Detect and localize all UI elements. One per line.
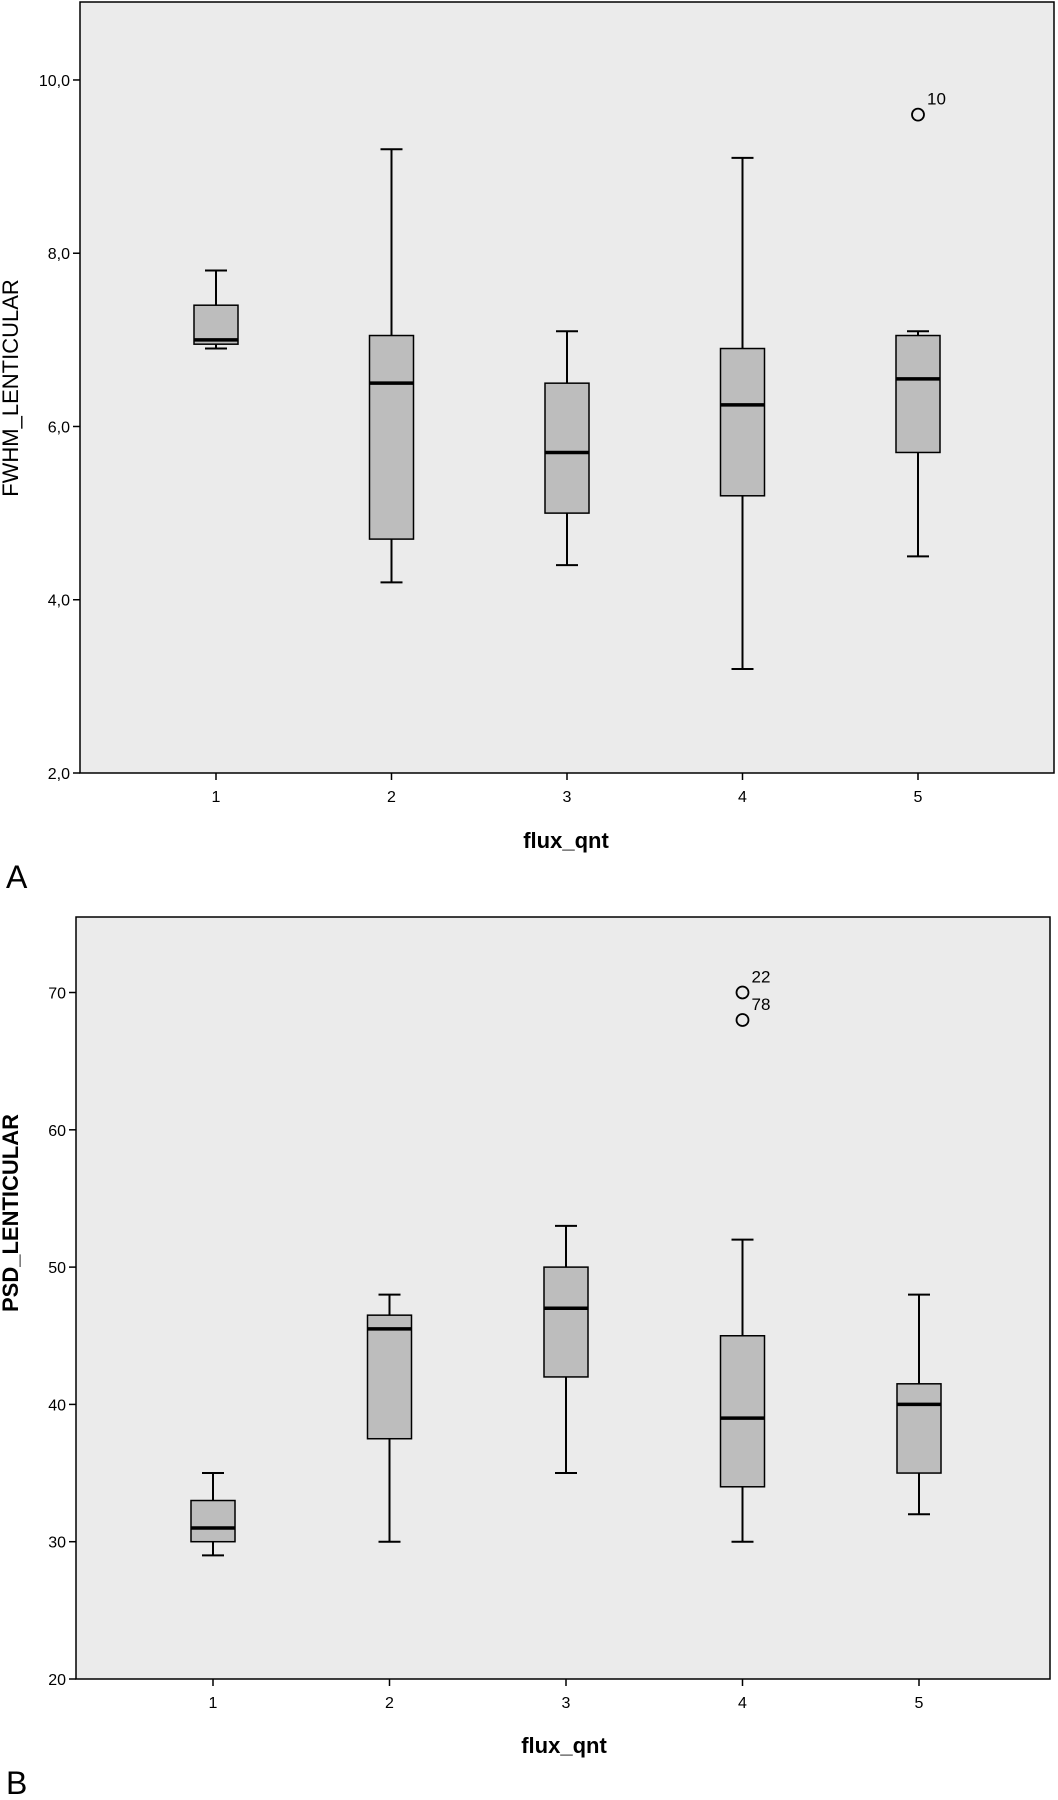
y-axis-title-a: FWHM_LENTICULAR [0,279,23,497]
marks-a: 2,0 4,0 6,0 8,0 10,0 1 2 3 4 5 10 [39,73,946,806]
y-tick-label: 4,0 [48,593,70,610]
outlier-label: 22 [752,968,771,987]
outlier-point [911,107,925,122]
outlier-label: 78 [752,995,771,1014]
panel-label-a: A [6,859,28,895]
box-1 [190,1499,236,1543]
outlier-point [735,985,750,1000]
x-tick-label: 5 [915,1695,924,1712]
outlier-point [735,1013,750,1027]
x-tick-label: 5 [914,789,923,806]
y-tick-label: 20 [48,1672,66,1689]
y-tick-label: 8,0 [48,246,70,263]
box-5 [895,334,941,454]
y-tick-label: 70 [48,986,66,1003]
panel-label-b: B [6,1765,27,1800]
x-tick-label: 2 [385,1695,394,1712]
box-2 [366,1314,413,1440]
y-tick-label: 50 [48,1260,66,1277]
x-tick-label: 3 [563,789,572,806]
y-tick-label: 60 [48,1123,66,1140]
y-tick-label: 40 [48,1397,66,1414]
box-3 [543,1266,589,1378]
box-1 [193,304,239,345]
box-5 [896,1383,942,1474]
outlier-label: 10 [927,90,946,109]
y-tick-label: 30 [48,1535,66,1552]
marks-b: 20 30 40 50 60 70 1 2 3 4 5 22 78 [48,968,942,1712]
box-2 [368,334,415,540]
x-tick-label: 1 [209,1695,218,1712]
y-tick-label: 2,0 [48,766,70,783]
x-tick-label: 4 [738,1695,747,1712]
y-tick-label: 6,0 [48,419,70,436]
box-4 [719,347,766,497]
x-tick-label: 3 [562,1695,571,1712]
x-axis-title-b: flux_qnt [521,1733,607,1758]
box-4 [719,1335,766,1488]
x-tick-label: 4 [738,789,747,806]
panel-b: 20 30 40 50 60 70 1 2 3 4 5 22 78 PSD_LENTICULAR flu… [0,916,1051,1800]
y-axis-title-b: PSD_LENTICULAR [0,1114,23,1312]
x-tick-label: 2 [387,789,396,806]
y-tick-label: 10,0 [39,73,70,90]
x-tick-label: 1 [212,789,221,806]
box-3 [544,382,590,514]
panel-a: 2,04,06,08,010,01 2 3 4 510 FWHM_LENTICULAR … [0,1,1055,895]
x-axis-title-a: flux_qnt [523,828,609,853]
